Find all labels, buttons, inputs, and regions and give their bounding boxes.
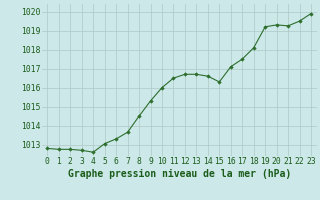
X-axis label: Graphe pression niveau de la mer (hPa): Graphe pression niveau de la mer (hPa) <box>68 169 291 179</box>
